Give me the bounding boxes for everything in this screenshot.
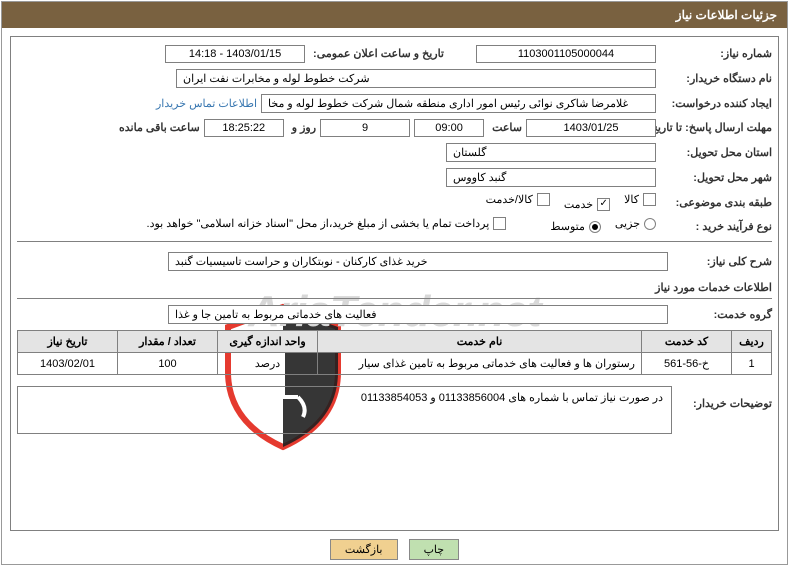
service-group-label: گروه خدمت: xyxy=(672,308,772,321)
th-qty: تعداد / مقدار xyxy=(118,331,218,353)
buyer-contact-link[interactable]: اطلاعات تماس خریدار xyxy=(156,97,257,110)
table-row: 1 خ-56-561 رستوران ها و فعالیت های خدمات… xyxy=(18,353,772,375)
province-value: گلستان xyxy=(446,143,656,162)
cell-name: رستوران ها و فعالیت های خدماتی مربوط به … xyxy=(318,353,642,375)
th-row: ردیف xyxy=(732,331,772,353)
cell-code: خ-56-561 xyxy=(642,353,732,375)
checkbox-kalakhedmat-label: کالا/خدمت xyxy=(486,193,533,206)
buyer-desc-label: توضیحات خریدار: xyxy=(672,379,772,410)
buyer-org-value: شرکت خطوط لوله و مخابرات نفت ایران xyxy=(176,69,656,88)
radio-partial-label: جزیی xyxy=(615,217,640,230)
requester-value: غلامرضا شاکری نوائی رئیس امور اداری منطق… xyxy=(261,94,656,113)
radio-partial[interactable] xyxy=(644,218,656,230)
services-section-label: اطلاعات خدمات مورد نیاز xyxy=(651,281,772,294)
province-label: استان محل تحویل: xyxy=(660,146,772,159)
process-label: نوع فرآیند خرید : xyxy=(660,220,772,233)
radio-mid[interactable] xyxy=(589,221,601,233)
checkbox-kala[interactable] xyxy=(643,193,656,206)
back-button[interactable]: بازگشت xyxy=(330,539,398,560)
deadline-time: 09:00 xyxy=(414,119,484,137)
overview-value: خرید غذای کارکنان - نوبتکاران و حراست تا… xyxy=(168,252,668,271)
checkbox-khedmat[interactable] xyxy=(597,198,610,211)
service-group-value: فعالیت های خدماتی مربوط به تامین جا و غذ… xyxy=(168,305,668,324)
th-unit: واحد اندازه گیری xyxy=(218,331,318,353)
th-code: کد خدمت xyxy=(642,331,732,353)
hours-remaining: 18:25:22 xyxy=(204,119,284,137)
checkbox-payment[interactable] xyxy=(493,217,506,230)
cell-unit: درصد xyxy=(218,353,318,375)
need-no-label: شماره نیاز: xyxy=(660,47,772,60)
need-no-value: 1103001105000044 xyxy=(476,45,656,63)
radio-mid-label: متوسط xyxy=(550,220,585,233)
checkbox-kala-label: کالا xyxy=(624,193,639,206)
payment-note: پرداخت تمام یا بخشی از مبلغ خرید،از محل … xyxy=(147,217,490,230)
city-value: گنبد کاووس xyxy=(446,168,656,187)
deadline-date: 1403/01/25 xyxy=(526,119,656,137)
services-table: ردیف کد خدمت نام خدمت واحد اندازه گیری ت… xyxy=(17,330,772,375)
overview-label: شرح کلی نیاز: xyxy=(672,255,772,268)
cell-qty: 100 xyxy=(118,353,218,375)
cell-date: 1403/02/01 xyxy=(18,353,118,375)
days-label: روز و xyxy=(288,121,316,134)
checkbox-khedmat-label: خدمت xyxy=(564,198,593,211)
deadline-label: مهلت ارسال پاسخ: تا تاریخ: xyxy=(660,121,772,135)
days-remaining: 9 xyxy=(320,119,410,137)
th-name: نام خدمت xyxy=(318,331,642,353)
print-button[interactable]: چاپ xyxy=(409,539,460,560)
buyer-desc-box: در صورت نیاز تماس با شماره های 011338560… xyxy=(17,386,672,434)
checkbox-kalakhedmat[interactable] xyxy=(537,193,550,206)
cell-row: 1 xyxy=(732,353,772,375)
category-label: طبقه بندی موضوعی: xyxy=(660,196,772,209)
city-label: شهر محل تحویل: xyxy=(660,171,772,184)
requester-label: ایجاد کننده درخواست: xyxy=(660,97,772,110)
page-title: جزئیات اطلاعات نیاز xyxy=(2,2,787,28)
th-date: تاریخ نیاز xyxy=(18,331,118,353)
buyer-desc-text: در صورت نیاز تماس با شماره های 011338560… xyxy=(361,392,663,404)
announce-value: 1403/01/15 - 14:18 xyxy=(165,45,305,63)
time-label: ساعت xyxy=(488,121,522,134)
buyer-org-label: نام دستگاه خریدار: xyxy=(660,72,772,85)
announce-label: تاریخ و ساعت اعلان عمومی: xyxy=(309,47,444,60)
hours-label: ساعت باقی مانده xyxy=(115,121,200,134)
